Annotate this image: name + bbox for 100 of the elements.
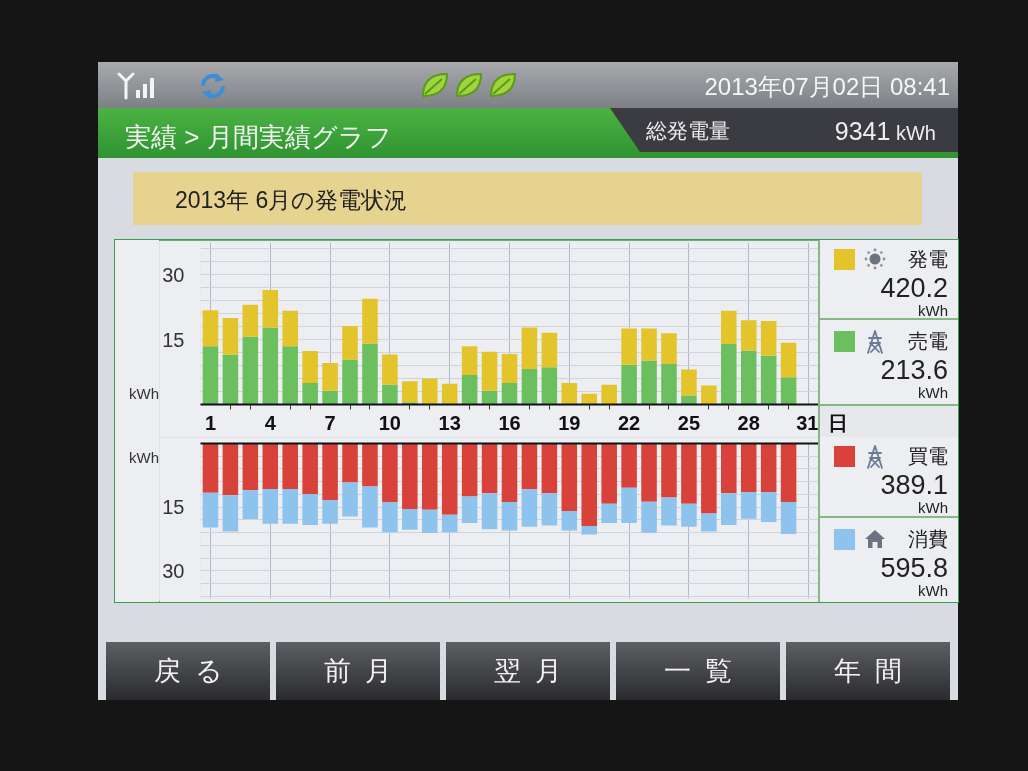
bar: [661, 363, 677, 405]
bar: [541, 443, 558, 494]
bar: [641, 443, 657, 502]
button: 戻る: [106, 642, 270, 700]
bar: [202, 443, 219, 493]
bar: [501, 353, 518, 383]
bar: [601, 503, 617, 523]
bar: [242, 490, 259, 520]
bar: [421, 378, 438, 405]
bar: [382, 384, 398, 405]
bar: [382, 502, 398, 533]
bar: [322, 443, 338, 500]
bar: [501, 382, 518, 405]
legend-item: 発電 420.2 kWh: [820, 240, 958, 320]
x-tick-label: 10: [378, 411, 402, 434]
bar: [541, 493, 558, 526]
bar: [282, 310, 298, 347]
text: 2013年07月02日 08:41: [704, 72, 950, 102]
bar: [541, 332, 558, 368]
bar: [740, 443, 757, 492]
bar: [641, 360, 657, 405]
bar: [760, 491, 777, 523]
bar: [661, 497, 677, 526]
bar: [780, 342, 797, 378]
bar: [441, 443, 458, 515]
bar: [661, 333, 677, 364]
x-tick-label: 7: [324, 411, 336, 434]
bar: [521, 327, 538, 370]
button: 翌月: [446, 642, 610, 700]
bar: [760, 321, 777, 356]
bar: [760, 355, 777, 405]
bar: [382, 443, 398, 503]
bar: [601, 384, 617, 405]
bar: [661, 443, 677, 498]
bar: [302, 494, 318, 526]
x-tick-label: 22: [617, 411, 641, 434]
bar: [760, 443, 777, 492]
x-tick-label: 19: [558, 411, 581, 434]
x-tick-label: 13: [438, 411, 461, 434]
bar: [242, 304, 259, 337]
bar: [581, 525, 598, 535]
bar: [402, 443, 418, 509]
bar: [421, 509, 438, 534]
bar: [202, 492, 219, 528]
y-tick-label: 30: [162, 263, 185, 286]
bar: [362, 298, 378, 344]
bar: [262, 488, 279, 524]
bar: [641, 501, 657, 533]
x-axis-title: 日: [828, 411, 848, 436]
x-tick-label: 28: [737, 411, 760, 434]
bar: [521, 489, 538, 527]
x-tick-label: 1: [204, 411, 217, 434]
bar: [740, 320, 757, 351]
bar: [342, 325, 358, 360]
legend-item: 買電 389.1 kWh: [820, 437, 958, 518]
bar: [202, 310, 219, 347]
bar: [222, 495, 239, 532]
button: 年間: [786, 642, 950, 700]
bar: [242, 336, 259, 405]
bar: [561, 511, 578, 531]
bar: [740, 350, 757, 405]
bar: [481, 351, 498, 391]
bar: [441, 514, 458, 533]
bar: [302, 382, 318, 405]
bar: [402, 508, 418, 530]
bar: [721, 493, 737, 526]
bar: [322, 363, 338, 391]
x-tick-label: 31: [796, 411, 819, 434]
bar: [521, 443, 538, 490]
bar: [441, 383, 458, 405]
bar: [521, 369, 538, 405]
bar: [222, 318, 239, 355]
bar: [721, 310, 737, 345]
y-tick-label: 15: [162, 328, 185, 351]
bar: [362, 343, 378, 405]
bar: [581, 443, 598, 526]
text: 9341 kWh: [834, 117, 936, 145]
y-tick-label: 15: [162, 496, 185, 519]
x-tick-label: 25: [677, 411, 701, 434]
bar: [501, 443, 518, 503]
bar: [461, 346, 478, 376]
chart-title: 2013年 6月の発電状況: [175, 186, 408, 215]
bar: [342, 482, 358, 517]
bar: [342, 359, 358, 405]
bar: [282, 488, 298, 524]
bar: [222, 443, 239, 496]
bar: [681, 369, 697, 396]
text: 総発電量: [646, 118, 730, 144]
bar: [461, 375, 478, 405]
bar: [561, 382, 578, 405]
bar: [302, 443, 318, 495]
bar: [740, 491, 757, 519]
bar: [621, 443, 637, 488]
bar: [262, 443, 279, 489]
bar: [262, 290, 279, 328]
bar: [721, 443, 737, 494]
bar: [322, 390, 338, 405]
bar: [701, 513, 717, 532]
bar: [681, 503, 697, 527]
bar: [780, 377, 797, 405]
